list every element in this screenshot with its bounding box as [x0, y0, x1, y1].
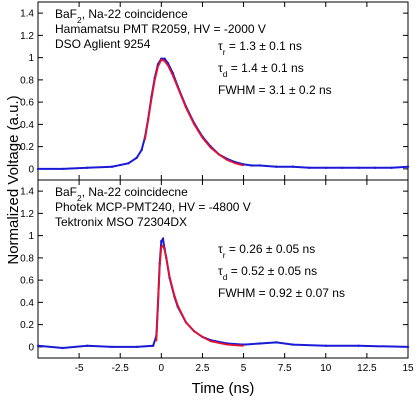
data-point [357, 344, 360, 347]
y-axis-label: Normalized Voltage (a.u.) [5, 95, 22, 264]
data-point [161, 237, 165, 241]
y-tick-label: 0.6 [20, 276, 34, 287]
text-layer: 0 0.2 0.4 0.6 0.8 1 1.2 1.4 BaF2, Na-22 coincide… [20, 7, 414, 374]
y-tick-label: 0.2 [20, 142, 34, 153]
y-tick-label: 0.6 [20, 98, 34, 109]
x-tick-label: 2.5 [195, 363, 209, 374]
data-point [406, 165, 410, 168]
y-tick-label: 0.4 [20, 120, 34, 131]
y-tick-label: 0 [28, 342, 34, 353]
y-tick-label: 1.4 [20, 187, 34, 198]
data-point [86, 344, 89, 347]
annotation-line: Photek MCP-PMT240, HV = -4800 V [55, 200, 251, 214]
series-layer [36, 57, 410, 350]
fit-result: FWHM = 3.1 ± 0.2 ns [218, 83, 332, 97]
data-point [61, 167, 64, 171]
data-point [258, 164, 262, 167]
data-point [324, 344, 327, 347]
y-tick-label: 1.4 [20, 9, 34, 20]
panel-bottom-frame [37, 179, 409, 359]
x-tick-label: 5 [241, 363, 247, 374]
y-tick-label: 0.2 [20, 320, 34, 331]
y-tick-label: 1 [28, 231, 34, 242]
y-tick-label: 1.2 [20, 31, 34, 42]
y-tick-label: 0.8 [20, 253, 34, 264]
x-tick-label: 7.5 [278, 363, 292, 374]
data-point [36, 344, 40, 347]
data-point [291, 165, 295, 168]
data-point [140, 148, 143, 152]
annotation-line: Tektronix MSO 72304DX [55, 215, 187, 229]
x-tick-label: 10 [320, 363, 332, 374]
data-point [406, 345, 410, 349]
data-point [86, 166, 89, 169]
y-tick-label: 0 [28, 164, 34, 175]
data-point [135, 345, 138, 349]
data-point [324, 166, 327, 169]
annotation-line: DSO Aglient 9254 [55, 37, 151, 51]
fit-result: τd = 0.52 ± 0.05 ns [218, 264, 317, 282]
x-axis-label: Time (ns) [192, 380, 255, 397]
annotation-line: BaF2, Na-22 coincidence [55, 7, 188, 25]
y-tick-label: 0.8 [20, 75, 34, 86]
data-point [275, 341, 278, 344]
data-point [341, 166, 344, 169]
fit-series-line [155, 244, 244, 347]
data-point [390, 166, 393, 169]
y-tick-label: 1.2 [20, 209, 34, 220]
data-point [308, 166, 311, 169]
data-point [275, 165, 278, 168]
data-point [110, 345, 114, 349]
data-point [258, 342, 262, 345]
data-point [151, 344, 155, 347]
fit-result: τr = 1.3 ± 0.1 ns [218, 39, 302, 57]
data-point [250, 164, 253, 167]
annotation-line: BaF2, Na-22 coincidecne [55, 185, 188, 203]
annotation-line: Hamamatsu PMT R2059, HV = -2000 V [55, 22, 266, 36]
fit-series-line [144, 58, 244, 167]
data-point [357, 166, 360, 169]
x-tick-label: 15 [402, 363, 414, 374]
fit-result: τd = 1.4 ± 0.1 ns [218, 61, 304, 79]
x-tick-label: -2.5 [112, 363, 130, 374]
fit-result: τr = 0.26 ± 0.05 ns [218, 242, 315, 260]
data-point [36, 167, 40, 171]
fit-result: FWHM = 0.92 ± 0.07 ns [218, 286, 345, 300]
y-tick-label: 1 [28, 53, 34, 64]
data-point [110, 165, 114, 168]
data-point [61, 346, 64, 350]
x-tick-label: 0 [159, 363, 165, 374]
data-point [160, 240, 163, 243]
data-point [373, 166, 377, 169]
data-point [291, 343, 295, 346]
x-tick-label: -5 [75, 363, 84, 374]
data-point [135, 156, 138, 159]
y-tick-label: 0.4 [20, 298, 34, 309]
x-tick-label: 12.5 [357, 363, 377, 374]
data-point [127, 162, 130, 165]
data-point [163, 57, 166, 60]
